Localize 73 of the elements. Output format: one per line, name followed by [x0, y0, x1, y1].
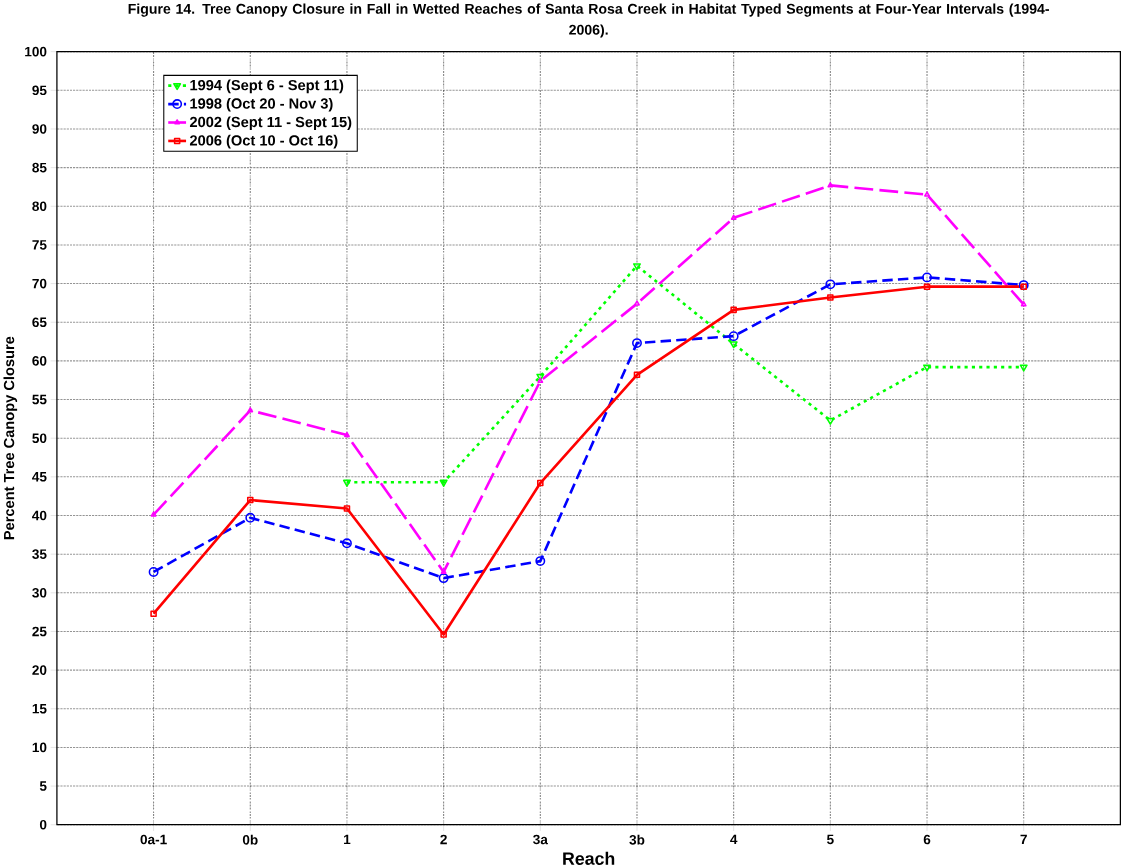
x-tick-label: 5	[826, 834, 834, 844]
x-tick-label: 1	[344, 834, 351, 844]
y-tick-label: 45	[32, 471, 47, 482]
y-tick-label: 10	[32, 742, 47, 753]
y-tick-label: 80	[32, 201, 47, 211]
x-tick-label: 4	[730, 834, 738, 844]
y-tick-label: 55	[32, 394, 47, 405]
y-tick-label: 90	[32, 123, 47, 134]
x-tick-label: 7	[1020, 834, 1027, 844]
point	[246, 496, 254, 504]
x-tick-label: 0a-1	[140, 834, 167, 845]
legend-label: 2006 (Oct 10 - Oct 16)	[189, 134, 338, 149]
legend-label: 2002 (Sept 11 - Sept 15)	[189, 116, 352, 130]
x-tick-label: 6	[923, 834, 931, 845]
y-tick-label: 85	[32, 162, 47, 173]
point	[633, 371, 641, 378]
point	[1019, 364, 1028, 372]
legend-label: 1994 (Sept 6 - Sept 11)	[190, 79, 344, 94]
y-tick-label: 75	[32, 240, 47, 250]
point	[150, 511, 157, 517]
point	[535, 555, 546, 566]
point	[537, 479, 544, 487]
point	[826, 417, 835, 425]
point	[922, 364, 932, 372]
chart-title: Figure 14. Tree Canopy Closure in Fall in Wetted Reaches of Santa Rosa Creek in Habitat Typed Segments at Four-Year Intervals (1994- 2006).	[128, 3, 1049, 38]
line-series	[150, 283, 1027, 638]
legend-label: 1998 (Oct 20 - Nov 3)	[190, 97, 333, 112]
x-tick-label: 3a	[533, 834, 548, 845]
point	[827, 181, 834, 188]
y-tick-label: 35	[32, 549, 47, 559]
point	[827, 294, 834, 301]
point	[825, 279, 836, 290]
x-tick-label: 0b	[242, 834, 258, 845]
point	[923, 283, 931, 290]
point	[729, 341, 738, 349]
point	[440, 568, 447, 574]
x-tick-label: 2	[440, 834, 447, 844]
point	[439, 479, 448, 487]
point	[536, 373, 545, 381]
y-tick-label: 95	[32, 85, 47, 95]
y-axis-title: Percent Tree Canopy Closure	[3, 336, 18, 540]
y-tick-label: 20	[32, 665, 47, 675]
point	[634, 300, 640, 306]
y-tick-label: 50	[32, 433, 47, 443]
point	[924, 191, 930, 197]
point	[728, 331, 739, 341]
point	[632, 262, 642, 271]
point	[537, 377, 544, 383]
point	[922, 272, 932, 283]
y-tick-label: 0	[39, 819, 47, 830]
x-tick-label: 3b	[629, 834, 645, 845]
y-tick-label: 30	[32, 587, 47, 598]
point	[343, 431, 350, 437]
point	[342, 479, 351, 487]
point	[341, 538, 352, 549]
point	[440, 631, 447, 638]
y-tick-label: 5	[39, 781, 47, 791]
point	[247, 406, 254, 413]
point	[632, 337, 642, 348]
point	[245, 512, 256, 523]
point	[148, 566, 159, 577]
y-tick-label: 65	[32, 317, 47, 327]
y-tick-label: 15	[32, 703, 47, 714]
point	[150, 610, 157, 617]
y-tick-label: 100	[25, 46, 47, 57]
point	[730, 214, 737, 220]
x-axis-title: Reach	[563, 851, 615, 865]
point	[343, 505, 351, 512]
y-tick-label: 40	[32, 510, 47, 521]
y-tick-label: 25	[32, 626, 47, 637]
y-tick-label: 70	[32, 278, 47, 289]
point	[730, 306, 737, 313]
y-tick-label: 60	[32, 355, 47, 366]
